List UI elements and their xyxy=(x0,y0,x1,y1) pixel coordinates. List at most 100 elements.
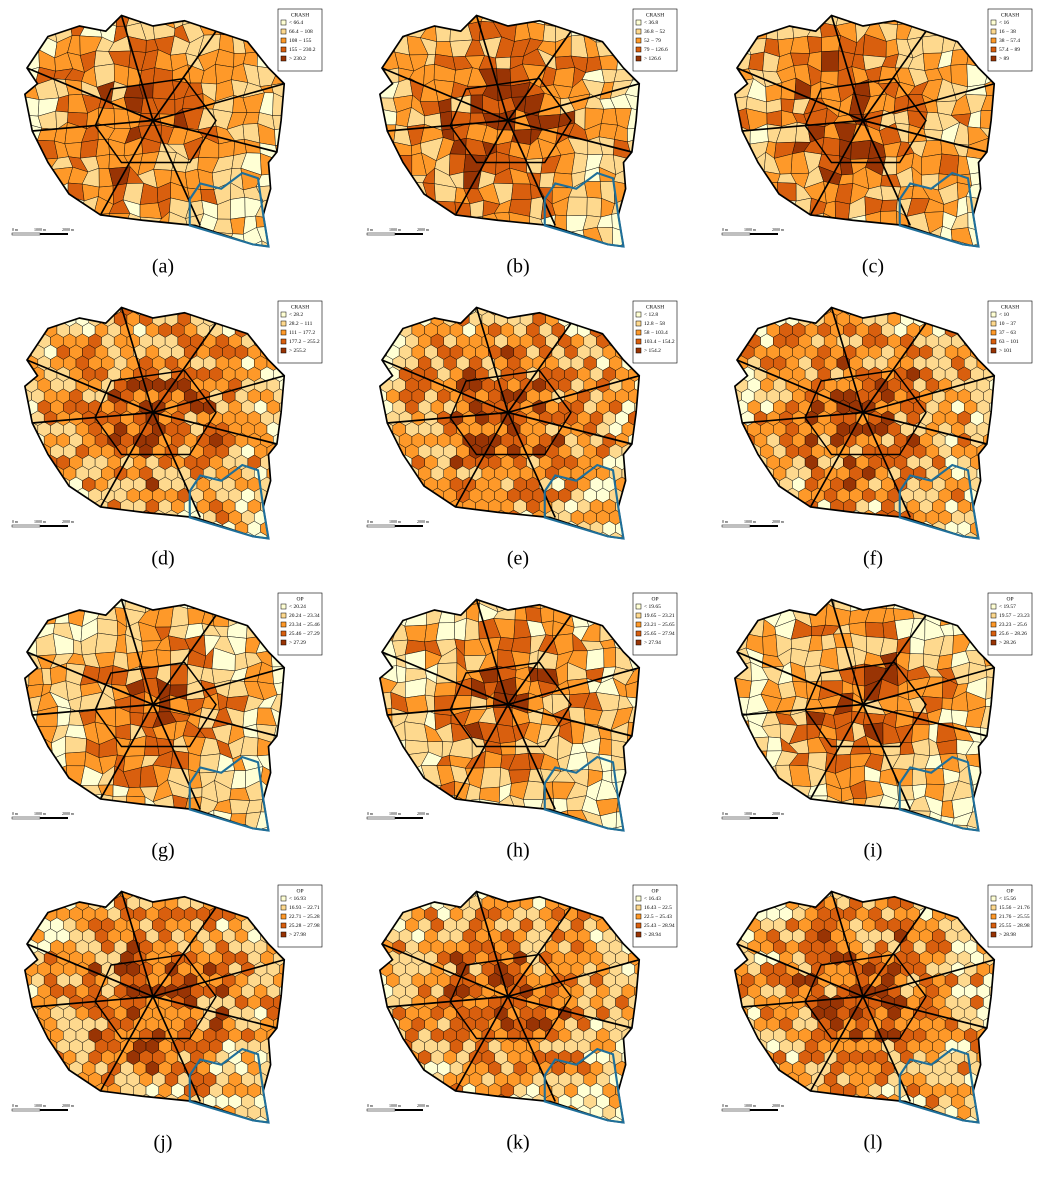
map-cell xyxy=(19,951,32,966)
map-cell xyxy=(139,812,160,831)
legend-title: OP xyxy=(1006,596,1013,602)
map-cell xyxy=(641,499,654,514)
map-cell xyxy=(586,5,604,26)
map-cell xyxy=(628,801,647,817)
map-cell xyxy=(0,655,9,669)
map-cell xyxy=(229,824,246,842)
map-cell xyxy=(799,510,812,525)
scale-bar-segment xyxy=(12,817,40,819)
map-cell xyxy=(722,422,735,437)
map-cell xyxy=(926,290,939,305)
map-cell xyxy=(425,499,438,514)
map-cell xyxy=(553,0,573,9)
map-cell xyxy=(159,301,172,316)
map-cell xyxy=(0,510,12,525)
legend-title: CRASH xyxy=(1001,304,1019,310)
map-cell xyxy=(928,0,945,9)
map-cell xyxy=(716,411,729,426)
map-cell xyxy=(635,532,648,547)
map-cell xyxy=(38,896,51,911)
map-cell xyxy=(839,0,857,11)
map-cell xyxy=(614,592,632,610)
map-cell xyxy=(42,669,52,685)
map-cell xyxy=(392,782,409,797)
map-cell xyxy=(780,499,793,514)
map-cell xyxy=(733,604,751,620)
map-cell xyxy=(0,197,12,218)
map-cell xyxy=(12,488,25,503)
map-cell xyxy=(216,532,229,547)
map-cell xyxy=(583,244,603,257)
map-cell xyxy=(538,814,555,827)
map-cell xyxy=(287,664,302,682)
map-cell xyxy=(82,543,95,558)
map-cell xyxy=(467,271,481,293)
map-cell xyxy=(140,532,153,547)
map-cell xyxy=(729,433,742,448)
scale-label: 0 m xyxy=(722,519,729,524)
map-cell xyxy=(641,200,660,218)
map-cell xyxy=(702,741,725,758)
legend-item: 103.4 − 154.2 xyxy=(644,339,675,345)
map-cell xyxy=(795,843,812,857)
map-cell xyxy=(141,7,156,23)
map-cell xyxy=(967,621,985,641)
map-cell xyxy=(721,258,738,273)
map-cell xyxy=(6,455,19,470)
map-cell xyxy=(257,578,277,597)
map-cell xyxy=(425,543,438,558)
map-cell xyxy=(431,510,444,525)
map-cell xyxy=(271,768,291,789)
map-cell xyxy=(1001,727,1018,744)
map-cell xyxy=(545,243,556,262)
map-cell xyxy=(0,269,11,287)
map-cell xyxy=(720,697,734,712)
map-cell xyxy=(823,270,842,286)
map-cell xyxy=(421,233,444,247)
map-cell xyxy=(539,521,552,536)
map-cell xyxy=(843,543,856,558)
map-cell xyxy=(629,168,648,184)
map-cell xyxy=(146,521,159,536)
map-cell xyxy=(533,290,546,305)
map-cell xyxy=(863,0,880,13)
map-cell xyxy=(729,323,742,338)
map-cell xyxy=(825,812,841,825)
map-cell xyxy=(54,8,70,25)
map-cell xyxy=(173,795,188,817)
map-cell xyxy=(215,825,230,842)
map-cell xyxy=(301,853,323,873)
map-cell xyxy=(54,0,67,13)
map-cell xyxy=(469,510,482,525)
map-cell xyxy=(818,543,831,558)
map-cell xyxy=(6,79,26,97)
map-cell xyxy=(479,271,500,290)
map-cell xyxy=(528,0,542,12)
map-cell xyxy=(998,707,1018,730)
map-cell xyxy=(971,323,984,338)
map-cell xyxy=(346,575,366,595)
map-cell xyxy=(554,246,572,261)
map-cell xyxy=(701,50,718,71)
map-cell xyxy=(350,651,364,667)
map-cell xyxy=(108,521,121,536)
map-cell xyxy=(851,140,872,159)
map-cell xyxy=(554,594,573,609)
map-cell xyxy=(101,874,114,889)
map-cell xyxy=(611,271,631,291)
map-cell xyxy=(878,810,892,830)
legend-item: 79 − 126.6 xyxy=(644,47,668,53)
map-cell xyxy=(922,154,942,175)
map-cell xyxy=(109,273,130,292)
map-cell xyxy=(767,499,780,514)
map-cell xyxy=(531,855,542,877)
map-cell xyxy=(286,389,299,404)
map-cell xyxy=(616,811,634,828)
map-cell xyxy=(19,301,32,316)
map-cell xyxy=(749,171,764,190)
map-cell xyxy=(735,444,748,459)
map-cell xyxy=(657,662,673,684)
map-cell xyxy=(25,874,38,889)
map-cell xyxy=(127,532,140,547)
map-cell xyxy=(366,258,377,277)
